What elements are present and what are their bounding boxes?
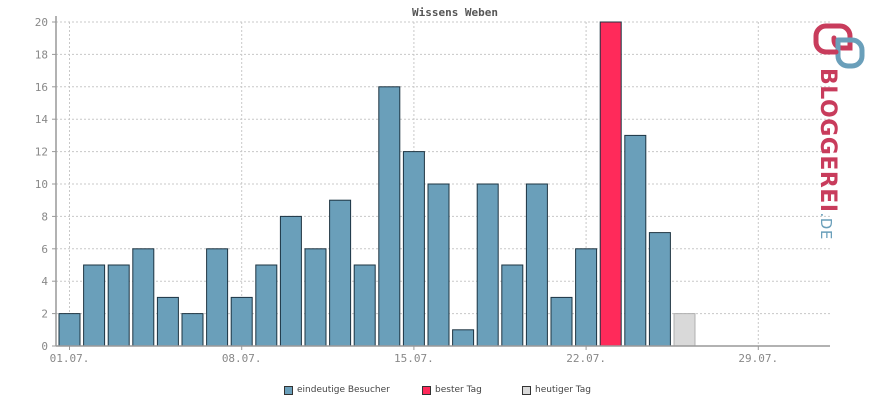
bloggerei-logo-wordmark: BLOGGEREI.DE: [806, 68, 846, 240]
bar: [402, 151, 425, 347]
bar: [279, 215, 302, 347]
bar: [476, 183, 499, 347]
grid-lines: [56, 21, 830, 346]
y-tick-label: 10: [35, 178, 48, 191]
bar: [206, 248, 229, 347]
bar-today: [673, 313, 696, 347]
x-tick-label: 29.07.: [738, 352, 778, 365]
bar: [575, 248, 598, 347]
bar: [58, 313, 81, 347]
x-tick-label: 01.07.: [50, 352, 90, 365]
bar: [255, 264, 278, 347]
y-tick-label: 18: [35, 48, 48, 61]
x-tick-label: 22.07.: [566, 352, 606, 365]
legend-item-best: bester Tag: [422, 385, 482, 395]
bar: [501, 264, 524, 347]
legend-label-best: bester Tag: [435, 385, 482, 395]
x-tick-label: 15.07.: [394, 352, 434, 365]
y-tick-label: 6: [41, 243, 48, 256]
bar: [452, 329, 475, 347]
bloggerei-logo-mark: [813, 23, 865, 69]
bar: [304, 248, 327, 347]
legend-item-today: heutiger Tag: [522, 385, 591, 395]
bar: [624, 134, 647, 347]
bar: [83, 264, 106, 347]
y-tick-label: 20: [35, 16, 48, 29]
legend-label-today: heutiger Tag: [535, 385, 592, 395]
y-tick-label: 0: [41, 340, 48, 353]
y-tick-label: 16: [35, 81, 48, 94]
y-tick-label: 8: [41, 210, 48, 223]
bar: [329, 199, 352, 347]
legend-item-visitors: eindeutige Besucher: [284, 385, 390, 395]
bar: [181, 313, 204, 347]
axes: 0 2 4 6 8 10 12 14 16 18 20 01.07. 08.07. 15.07. 22.07…: [35, 16, 830, 365]
chart-legend: eindeutige Besucher bester Tag heutiger …: [0, 385, 870, 399]
bar-best-day: [599, 21, 622, 347]
bar: [525, 183, 548, 347]
y-tick-label: 2: [41, 308, 48, 321]
bar: [107, 264, 130, 347]
x-tick-label: 08.07.: [222, 352, 262, 365]
bar: [550, 296, 573, 347]
bar: [353, 264, 376, 347]
bloggerei-logo: [812, 18, 870, 218]
legend-swatch-today: [522, 385, 531, 395]
legend-swatch-best: [422, 385, 431, 395]
logo-text-suffix: .DE: [817, 212, 835, 240]
legend-label-visitors: eindeutige Besucher: [297, 385, 390, 395]
chart-title: Wissens Weben: [412, 6, 498, 19]
logo-text-main: BLOGGEREI: [815, 68, 840, 213]
bar: [648, 232, 671, 347]
bar: [156, 296, 179, 347]
bar: [427, 183, 450, 347]
bars: [58, 21, 696, 347]
y-tick-label: 14: [35, 113, 49, 126]
bar: [132, 248, 155, 347]
legend-swatch-visitors: [284, 385, 293, 395]
bar: [378, 86, 401, 347]
bar: [230, 296, 253, 347]
y-tick-label: 12: [35, 146, 48, 159]
y-tick-label: 4: [41, 275, 48, 288]
